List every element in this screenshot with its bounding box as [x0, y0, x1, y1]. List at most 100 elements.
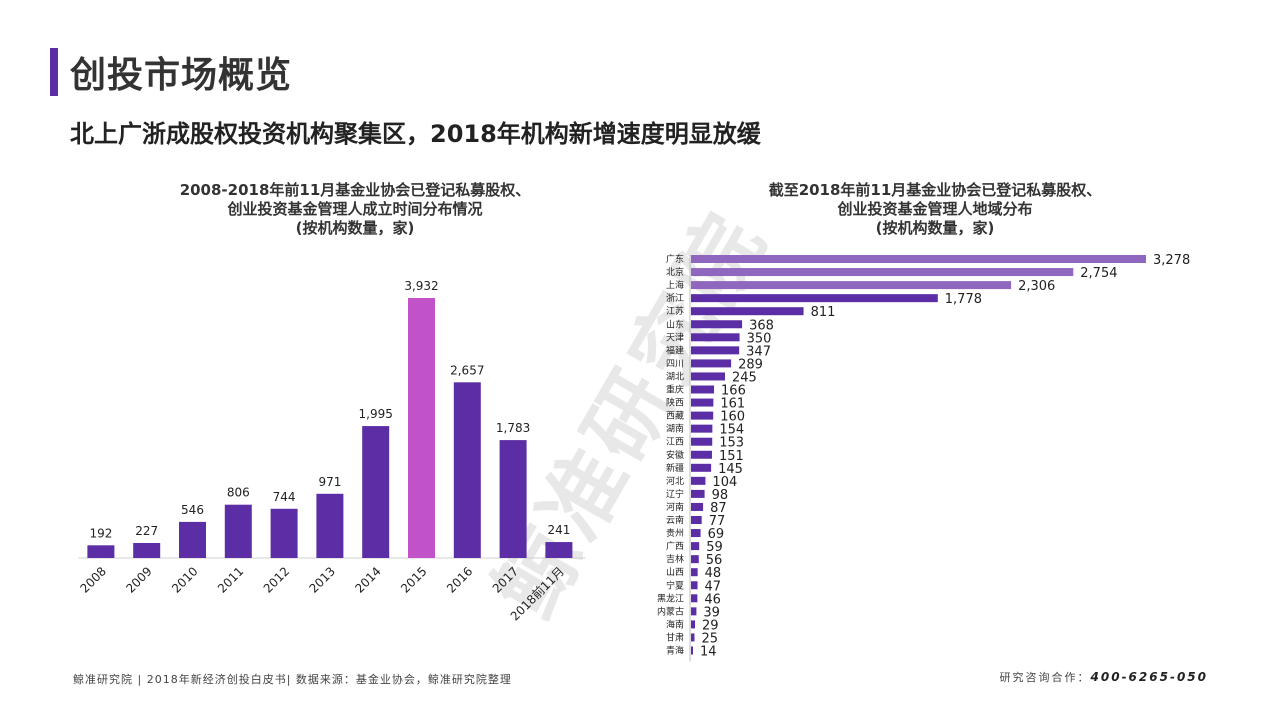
region-bar-value-label: 104 — [712, 475, 737, 490]
region-tick-label: 黑龙江 — [657, 592, 684, 604]
region-tick-label: 云南 — [666, 514, 684, 526]
region-chart-title: 截至2018年前11月基金业协会已登记私募股权、 创业投资基金管理人地域分布 (… — [700, 181, 1170, 238]
region-bar-value-label: 48 — [705, 566, 722, 581]
region-bar-value-label: 2,754 — [1080, 266, 1117, 281]
footer-contact: 研究咨询合作：400-6265-050 — [1000, 669, 1208, 685]
year-bar-2018前11月 — [545, 542, 573, 558]
year-bar-2008 — [87, 545, 115, 558]
region-bar-辽宁 — [691, 489, 705, 498]
year-chart-title-line-2: 创业投资基金管理人成立时间分布情况 — [227, 200, 483, 218]
region-tick-label: 青海 — [666, 645, 684, 657]
year-bar-value-label: 2,657 — [450, 363, 484, 377]
region-tick-label: 浙江 — [666, 292, 684, 304]
region-bar-宁夏 — [691, 581, 698, 590]
region-tick-label: 重庆 — [666, 384, 684, 396]
region-tick-label: 天津 — [666, 332, 684, 343]
region-bar-贵州 — [691, 529, 701, 538]
region-tick-label: 江苏 — [666, 305, 684, 317]
year-tick-label: 2013 — [307, 564, 338, 595]
region-bar-西藏 — [691, 411, 714, 420]
year-tick-label: 2014 — [352, 564, 383, 595]
region-tick-label: 安徽 — [666, 449, 684, 461]
region-bar-value-label: 245 — [732, 370, 757, 385]
year-bar-value-label: 3,932 — [404, 279, 438, 293]
region-tick-label: 宁夏 — [666, 579, 684, 591]
region-tick-label: 吉林 — [666, 553, 684, 565]
region-tick-label: 福建 — [666, 344, 684, 356]
region-tick-label: 上海 — [666, 279, 684, 291]
region-bar-value-label: 1,778 — [945, 292, 982, 307]
region-bar-value-label: 166 — [721, 384, 746, 399]
region-tick-label: 辽宁 — [666, 488, 684, 500]
region-bar-value-label: 350 — [747, 331, 772, 346]
year-tick-label: 2009 — [123, 564, 154, 595]
region-bar-value-label: 3,278 — [1153, 253, 1190, 268]
region-bar-value-label: 289 — [738, 357, 763, 372]
year-tick-label: 2016 — [444, 564, 475, 595]
region-bar-陕西 — [691, 398, 714, 407]
region-bar-value-label: 98 — [712, 488, 729, 503]
year-bar-value-label: 806 — [227, 486, 250, 500]
year-bar-value-label: 1,783 — [496, 421, 530, 435]
region-tick-label: 湖南 — [666, 423, 684, 435]
year-bar-2013 — [316, 493, 344, 558]
region-tick-label: 江西 — [666, 437, 684, 448]
region-bar-重庆 — [691, 385, 715, 394]
footer-source: 鲸准研究院 | 2018年新经济创投白皮书| 数据来源：基金业协会，鲸准研究院整… — [73, 673, 512, 686]
region-tick-label: 广西 — [666, 540, 684, 552]
region-bar-value-label: 77 — [709, 514, 726, 529]
region-bar-value-label: 56 — [706, 553, 723, 568]
region-bar-value-label: 69 — [708, 527, 725, 542]
region-tick-label: 贵州 — [666, 527, 684, 539]
year-bar-value-label: 546 — [181, 503, 204, 517]
year-bar-2017 — [499, 440, 527, 558]
region-tick-label: 甘肃 — [666, 631, 684, 643]
region-tick-label: 西藏 — [666, 410, 684, 422]
title-accent-bar — [50, 48, 58, 96]
region-tick-label: 北京 — [666, 266, 684, 278]
region-tick-label: 山东 — [666, 318, 684, 330]
region-tick-label: 内蒙古 — [657, 605, 684, 617]
year-bar-value-label: 227 — [135, 524, 158, 538]
region-bar-青海 — [691, 646, 693, 655]
region-bar-河南 — [691, 502, 704, 511]
region-bar-河北 — [691, 476, 706, 485]
page-subtitle: 北上广浙成股权投资机构聚集区，2018年机构新增速度明显放缓 — [70, 120, 761, 148]
region-tick-label: 海南 — [666, 618, 684, 630]
year-tick-label: 2015 — [398, 564, 429, 595]
region-bar-value-label: 59 — [706, 540, 723, 555]
year-tick-label: 2017 — [490, 564, 521, 595]
region-bar-value-label: 25 — [701, 631, 718, 646]
year-bar-value-label: 241 — [547, 523, 570, 537]
region-bar-value-label: 154 — [719, 423, 744, 438]
region-tick-label: 湖北 — [666, 371, 684, 382]
region-bar-江苏 — [691, 307, 804, 316]
year-bar-2016 — [453, 382, 481, 558]
region-bar-云南 — [691, 516, 702, 524]
year-chart-title: 2008-2018年前11月基金业协会已登记私募股权、 创业投资基金管理人成立时… — [130, 181, 580, 238]
year-tick-label: 2008 — [78, 564, 109, 595]
region-chart-title-line-1: 截至2018年前11月基金业协会已登记私募股权、 — [768, 181, 1102, 199]
year-bar-value-label: 1,995 — [359, 407, 393, 421]
region-bar-value-label: 151 — [719, 449, 744, 464]
year-chart-title-line-1: 2008-2018年前11月基金业协会已登记私募股权、 — [179, 181, 531, 199]
region-bar-value-label: 14 — [700, 645, 717, 660]
year-bar-2015 — [408, 298, 435, 558]
region-bar-value-label: 153 — [719, 436, 744, 451]
page-title: 创投市场概览 — [70, 55, 293, 96]
region-bar-山东 — [691, 320, 743, 329]
year-bar-value-label: 971 — [318, 475, 341, 489]
year-bar-2012 — [270, 508, 298, 558]
region-bar-福建 — [691, 346, 740, 355]
year-tick-label: 2012 — [261, 564, 292, 595]
region-bar-浙江 — [691, 294, 938, 303]
year-bar-2009 — [133, 542, 161, 558]
region-bar-山西 — [691, 568, 698, 577]
region-bar-上海 — [691, 281, 1012, 290]
region-tick-label: 广东 — [666, 253, 684, 265]
year-tick-label: 2010 — [169, 564, 200, 595]
region-chart-title-line-2: 创业投资基金管理人地域分布 — [837, 200, 1033, 218]
region-tick-label: 河北 — [666, 475, 684, 487]
region-bar-北京 — [691, 268, 1074, 277]
year-tick-label: 2011 — [215, 564, 246, 595]
